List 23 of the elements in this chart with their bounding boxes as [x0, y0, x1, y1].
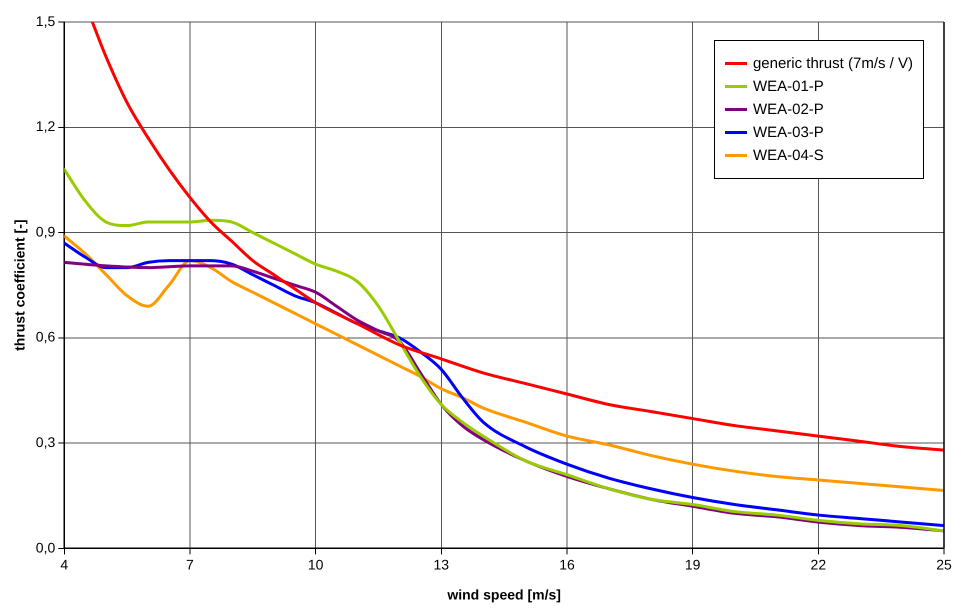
x-tick-label: 22: [810, 556, 826, 573]
x-tick-label: 19: [684, 556, 701, 573]
y-axis-title: thrust coefficient [-]: [11, 219, 28, 351]
y-tick-label: 0,3: [36, 434, 56, 450]
legend-label: generic thrust (7m/s / V): [752, 55, 913, 72]
x-tick-label: 4: [60, 556, 68, 573]
y-tick-label: 1,5: [36, 12, 56, 29]
x-tick-label: 10: [308, 556, 324, 573]
y-tick-label: 0,6: [36, 328, 56, 345]
legend-label: WEA-04-S: [752, 147, 824, 164]
x-axis-title: wind speed [m/s]: [446, 586, 561, 602]
x-tick-label: 7: [186, 556, 194, 573]
legend-label: WEA-01-P: [752, 78, 824, 95]
x-tick-label: 25: [936, 556, 952, 573]
x-tick-label: 13: [434, 556, 450, 573]
legend-label: WEA-02-P: [752, 101, 824, 118]
y-tick-label: 0,9: [36, 223, 56, 240]
y-tick-label: 1,2: [36, 118, 56, 134]
y-tick-label: 0,0: [36, 539, 56, 556]
line-series: [90, 22, 944, 452]
legend-label: WEA-03-P: [752, 124, 824, 141]
line-series: [64, 168, 944, 532]
x-tick-label: 16: [559, 556, 575, 573]
